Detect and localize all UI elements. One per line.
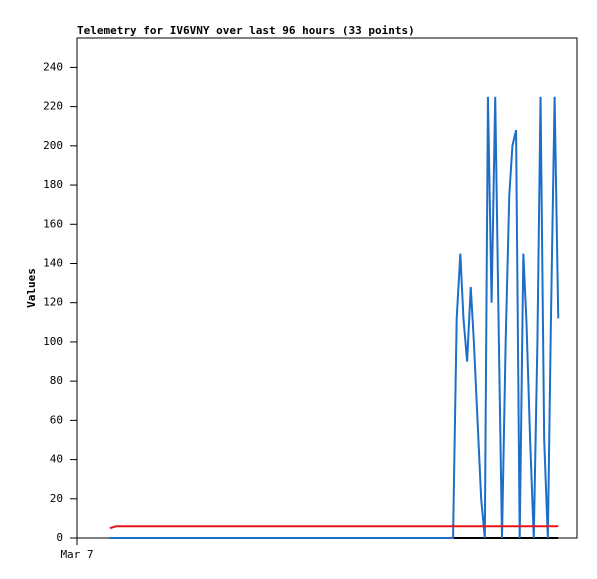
y-tick-label: 0 bbox=[56, 531, 63, 544]
line-series bbox=[109, 525, 559, 530]
y-tick-label: 20 bbox=[50, 492, 63, 505]
y-tick-label: 80 bbox=[50, 374, 63, 387]
y-tick-label: 180 bbox=[43, 178, 63, 191]
chart-title: Telemetry for IV6VNY over last 96 hours … bbox=[77, 24, 415, 37]
y-tick-label: 220 bbox=[43, 100, 63, 113]
y-tick-label: 240 bbox=[43, 60, 63, 73]
y-tick-label: 60 bbox=[50, 413, 63, 426]
line-series bbox=[109, 96, 560, 539]
plot-frame bbox=[76, 37, 578, 539]
y-tick-label: 100 bbox=[43, 335, 63, 348]
x-tick-label: Mar 7 bbox=[60, 548, 93, 561]
y-axis-label: Values bbox=[25, 268, 38, 308]
y-tick-label: 140 bbox=[43, 256, 63, 269]
y-tick-label: 120 bbox=[43, 296, 63, 309]
y-tick-label: 40 bbox=[50, 453, 63, 466]
y-tick-label: 160 bbox=[43, 217, 63, 230]
y-tick-label: 200 bbox=[43, 139, 63, 152]
